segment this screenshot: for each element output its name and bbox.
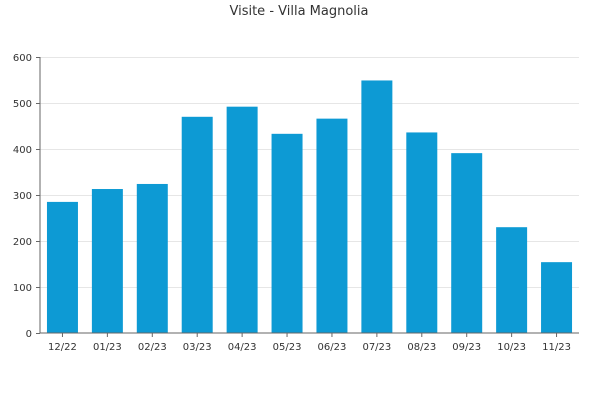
y-axis-ticks: 0 100 200 300 400 500 600 — [13, 53, 40, 340]
x-tick-label: 11/23 — [542, 342, 571, 353]
gridlines — [40, 57, 579, 288]
bar-04-23 — [226, 106, 258, 334]
bar-11-23 — [541, 262, 573, 333]
x-tick-label: 04/23 — [228, 342, 257, 353]
x-tick-label: 07/23 — [362, 342, 391, 353]
x-tick-label: 06/23 — [318, 342, 347, 353]
y-tick-label: 100 — [13, 283, 32, 294]
x-tick-label: 09/23 — [452, 342, 481, 353]
chart-title: Visite - Villa Magnolia — [229, 4, 368, 19]
x-tick-label: 02/23 — [138, 342, 167, 353]
bar-08-23 — [406, 132, 438, 333]
y-tick-label: 300 — [13, 191, 32, 202]
bar-07-23 — [361, 80, 393, 334]
bar-10-23 — [496, 227, 528, 333]
x-axis-ticks: 12/22 01/23 02/23 03/23 04/23 05/23 06/23 07/23… — [48, 333, 571, 353]
x-tick-label: 10/23 — [497, 342, 526, 353]
x-tick-label: 05/23 — [273, 342, 302, 353]
y-tick-label: 0 — [26, 329, 32, 340]
x-tick-label: 12/22 — [48, 342, 77, 353]
bar-03-23 — [181, 116, 213, 333]
bar-09-23 — [451, 153, 483, 333]
y-tick-label: 200 — [13, 237, 32, 248]
x-tick-label: 08/23 — [407, 342, 436, 353]
y-tick-label: 400 — [13, 145, 32, 156]
bar-12-22 — [46, 201, 78, 333]
x-tick-label: 01/23 — [93, 342, 122, 353]
bar-06-23 — [316, 118, 348, 333]
bar-05-23 — [271, 133, 303, 333]
x-tick-label: 03/23 — [183, 342, 212, 353]
bars — [46, 80, 573, 334]
bar-02-23 — [136, 183, 168, 333]
bar-01-23 — [91, 189, 123, 333]
y-tick-label: 500 — [13, 99, 32, 110]
y-tick-label: 600 — [13, 53, 32, 64]
